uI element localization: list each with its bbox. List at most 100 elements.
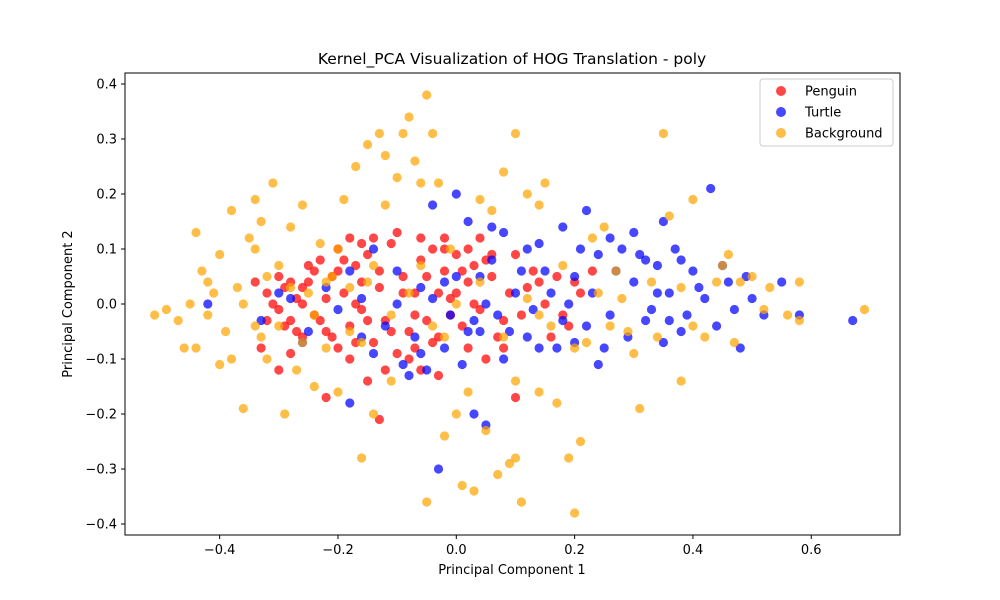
- turtle-point: [345, 398, 355, 408]
- turtle-point: [676, 255, 686, 265]
- penguin-point: [451, 249, 461, 260]
- background-point: [333, 387, 343, 397]
- penguin-point: [303, 277, 313, 287]
- turtle-point: [546, 288, 556, 298]
- penguin-point: [398, 271, 408, 282]
- background-point: [221, 326, 231, 337]
- background-point: [345, 326, 355, 337]
- background-point: [564, 453, 574, 463]
- penguin-point: [321, 326, 331, 337]
- background-point: [250, 244, 260, 254]
- penguin-point: [333, 343, 343, 353]
- background-point: [203, 310, 213, 320]
- turtle-point: [499, 354, 509, 364]
- y-tick-label: −0.4: [85, 518, 117, 533]
- turtle-point: [540, 266, 550, 276]
- turtle-point: [641, 255, 651, 265]
- x-tick-label: 0.2: [564, 543, 585, 558]
- turtle-point: [504, 326, 515, 337]
- penguin-point: [256, 343, 266, 353]
- background-point: [244, 233, 254, 243]
- background-point: [499, 167, 509, 177]
- turtle-point: [428, 200, 438, 210]
- background-point: [226, 205, 237, 216]
- y-axis-ticks: −0.4 −0.3 −0.2 −0.1 0.0 0.1 0.2 0.3 0.4: [85, 78, 125, 533]
- x-tick-label: −0.2: [322, 543, 354, 558]
- background-point: [635, 403, 645, 414]
- turtle-point: [203, 299, 213, 309]
- series-turtle: [203, 183, 858, 474]
- turtle-point: [688, 266, 698, 276]
- background-point: [676, 282, 686, 293]
- turtle-point: [416, 348, 426, 359]
- turtle-point: [481, 299, 491, 309]
- y-tick-label: 0.2: [96, 188, 117, 203]
- background-point: [516, 497, 527, 507]
- turtle-point: [664, 288, 674, 298]
- background-point: [327, 271, 337, 282]
- background-point: [179, 343, 189, 353]
- penguin-point: [363, 315, 373, 326]
- background-point: [191, 343, 201, 353]
- penguin-point: [463, 244, 473, 254]
- turtle-point: [392, 266, 402, 276]
- penguin-point: [368, 233, 379, 243]
- background-point: [238, 403, 248, 414]
- background-point: [292, 365, 302, 375]
- turtle-point: [635, 249, 645, 260]
- background-point: [357, 337, 367, 348]
- turtle-point: [848, 315, 858, 326]
- turtle-point: [652, 260, 663, 271]
- penguin-point: [386, 238, 396, 249]
- x-tick-label: −0.4: [204, 543, 236, 558]
- penguin-point: [368, 337, 379, 348]
- background-point: [522, 293, 532, 304]
- background-point: [599, 222, 609, 232]
- background-point: [859, 304, 870, 315]
- penguin-point: [392, 348, 402, 359]
- background-point: [321, 343, 331, 353]
- background-point: [546, 321, 556, 331]
- turtle-point: [522, 244, 532, 254]
- turtle-point: [398, 359, 408, 370]
- penguin-point: [546, 332, 556, 342]
- turtle-point: [617, 244, 627, 254]
- turtle-point: [368, 348, 379, 359]
- turtle-point: [433, 464, 444, 474]
- background-point: [688, 321, 698, 331]
- background-point: [534, 387, 544, 397]
- background-point: [646, 277, 657, 287]
- background-point: [173, 315, 183, 326]
- background-point: [197, 266, 207, 276]
- turtle-point: [570, 271, 580, 282]
- turtle-point: [605, 233, 615, 243]
- turtle-point: [552, 343, 562, 353]
- penguin-point: [321, 392, 331, 403]
- penguin-point: [463, 343, 473, 353]
- background-point: [570, 508, 580, 518]
- background-point: [475, 194, 485, 205]
- penguin-point: [416, 233, 426, 243]
- background-point: [658, 128, 669, 139]
- background-point: [286, 222, 296, 232]
- background-point: [794, 315, 805, 326]
- background-point: [309, 310, 319, 320]
- background-point: [499, 332, 509, 342]
- penguin-point: [274, 271, 284, 282]
- penguin-point: [552, 271, 562, 282]
- background-point: [623, 326, 633, 337]
- penguin-point: [439, 266, 450, 276]
- penguin-point: [522, 282, 532, 293]
- penguin-point: [564, 321, 574, 331]
- background-point: [581, 337, 592, 348]
- penguin-point: [528, 266, 538, 276]
- turtle-point: [629, 227, 639, 238]
- background-point: [676, 376, 686, 386]
- penguin-point: [297, 299, 308, 309]
- turtle-point: [487, 222, 497, 232]
- background-point: [605, 321, 615, 331]
- background-point: [191, 227, 201, 238]
- background-point: [286, 282, 296, 293]
- turtle-point: [564, 299, 574, 309]
